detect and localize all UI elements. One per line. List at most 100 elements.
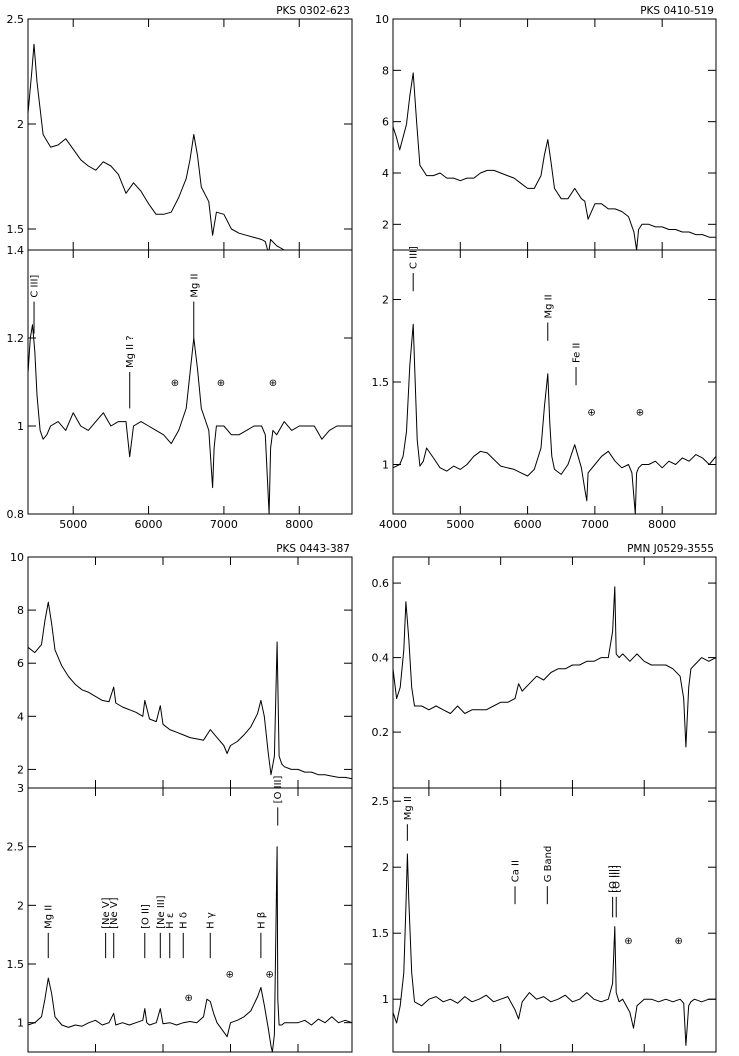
telluric-marker: ⊕ bbox=[624, 936, 632, 947]
spectrum-line bbox=[27, 324, 352, 515]
normalized-panel: 0.8 1 1.2 1.4 C III] Mg II ? Mg II ⊕ ⊕ ⊕ bbox=[7, 244, 353, 521]
telluric-marker: ⊕ bbox=[184, 993, 192, 1004]
y-tick-label: 1.5 bbox=[372, 376, 390, 389]
y-tick-label: 2 bbox=[17, 899, 24, 912]
x-tick-label: 7000 bbox=[210, 518, 238, 531]
line-label: [Ne V] bbox=[101, 897, 112, 929]
y-tick-label: 1.5 bbox=[372, 927, 390, 940]
telluric-marker: ⊕ bbox=[171, 378, 179, 389]
panel-frame bbox=[27, 556, 353, 789]
line-label: H ε bbox=[165, 913, 176, 929]
line-label: [O III] bbox=[612, 865, 623, 893]
line-label: [Ne V] bbox=[109, 897, 120, 929]
y-tick-label: 2.5 bbox=[372, 795, 390, 808]
telluric-marker: ⊕ bbox=[674, 936, 682, 947]
line-label: H β bbox=[256, 912, 267, 929]
x-tick-label: 6000 bbox=[135, 518, 163, 531]
telluric-marker: ⊕ bbox=[265, 969, 273, 980]
x-tick-label: 5000 bbox=[446, 518, 474, 531]
y-tick-label: 0.8 bbox=[7, 508, 25, 521]
y-tick-label: 1 bbox=[382, 993, 389, 1006]
panel-frame bbox=[392, 787, 717, 1053]
spectrum-line bbox=[392, 586, 717, 748]
y-tick-label: 2 bbox=[382, 861, 389, 874]
telluric-marker: ⊕ bbox=[587, 408, 595, 419]
y-tick-label: 0.4 bbox=[372, 652, 390, 665]
chart-title: PKS 0443-387 bbox=[276, 543, 350, 555]
chart-title: PMN J0529-3555 bbox=[627, 543, 714, 555]
line-label: Mg II bbox=[403, 796, 414, 820]
line-label: [O III] bbox=[273, 776, 284, 804]
y-tick-label: 2 bbox=[382, 218, 389, 231]
line-label: Mg II ? bbox=[125, 335, 136, 368]
flux-panel: 2 4 6 8 10 bbox=[10, 551, 353, 789]
flux-panel: 2 4 6 8 10 bbox=[375, 13, 717, 251]
panel-frame bbox=[392, 556, 717, 789]
normalized-panel: 1 1.5 2 2.5 3 Mg II [Ne V][Ne V] [O II] [Ne III]… bbox=[7, 776, 353, 1053]
x-tick-label: 6000 bbox=[514, 518, 542, 531]
y-tick-label: 1 bbox=[17, 1017, 24, 1030]
y-tick-label: 1.4 bbox=[7, 244, 25, 257]
panel-frame bbox=[392, 18, 717, 251]
y-tick-label: 4 bbox=[17, 710, 24, 723]
y-tick-label: 1 bbox=[17, 420, 24, 433]
y-tick-label: 4 bbox=[382, 167, 389, 180]
x-tick-label: 7000 bbox=[581, 518, 609, 531]
y-tick-label: 3 bbox=[17, 782, 24, 795]
x-tick-label: 8000 bbox=[648, 518, 676, 531]
y-tick-label: 1.5 bbox=[7, 223, 25, 236]
chart-title: PKS 0302-623 bbox=[276, 5, 350, 17]
y-tick-label: 0.2 bbox=[372, 726, 390, 739]
x-tick-label: 4000 bbox=[379, 518, 407, 531]
telluric-marker: ⊕ bbox=[226, 969, 234, 980]
y-tick-label: 6 bbox=[382, 116, 389, 129]
telluric-marker: ⊕ bbox=[217, 378, 225, 389]
y-tick-label: 1.5 bbox=[7, 958, 25, 971]
flux-panel: 0.2 0.4 0.6 bbox=[372, 556, 717, 789]
chart-1: PKS 0302-623 1.5 2 2.5 0.8 1 1.2 1.4 C III] Mg II… bbox=[7, 5, 353, 531]
line-label: C III] bbox=[409, 246, 420, 269]
telluric-marker: ⊕ bbox=[269, 378, 277, 389]
spectrum-line bbox=[27, 43, 352, 251]
line-label: Mg II bbox=[543, 294, 554, 318]
spectrum-line bbox=[27, 846, 353, 1053]
line-label: G Band bbox=[543, 846, 554, 883]
y-tick-label: 2 bbox=[17, 763, 24, 776]
y-tick-label: 10 bbox=[375, 13, 389, 26]
x-tick-label: 5000 bbox=[59, 518, 87, 531]
y-tick-label: 2.5 bbox=[7, 13, 25, 26]
line-label: [O III] bbox=[608, 865, 619, 893]
panel-frame bbox=[27, 787, 353, 1053]
y-tick-label: 8 bbox=[382, 64, 389, 77]
chart-title: PKS 0410-519 bbox=[640, 5, 714, 17]
panel-frame bbox=[27, 249, 353, 515]
y-tick-label: 1.2 bbox=[7, 332, 25, 345]
line-label: H δ bbox=[179, 912, 190, 929]
line-label: C III] bbox=[30, 275, 41, 298]
line-label: H γ bbox=[206, 912, 217, 929]
spectrum-line bbox=[392, 853, 716, 1046]
line-label: [Ne III] bbox=[156, 895, 167, 929]
y-tick-label: 10 bbox=[10, 551, 24, 564]
y-tick-label: 8 bbox=[17, 604, 24, 617]
y-tick-label: 6 bbox=[17, 657, 24, 670]
flux-panel: 1.5 2 2.5 bbox=[7, 13, 353, 251]
x-tick-label: 8000 bbox=[285, 518, 313, 531]
line-label: Mg II bbox=[189, 274, 200, 298]
line-label: Ca II bbox=[511, 860, 522, 882]
line-label: Mg II bbox=[44, 905, 55, 929]
telluric-marker: ⊕ bbox=[636, 408, 644, 419]
panel-frame bbox=[392, 249, 717, 515]
spectrum-line bbox=[392, 72, 716, 251]
line-label: Fe II bbox=[572, 343, 583, 363]
y-tick-label: 2.5 bbox=[7, 841, 25, 854]
y-tick-label: 1 bbox=[382, 459, 389, 472]
spectrum-line bbox=[392, 323, 717, 515]
chart-2: PKS 0410-519 2 4 6 8 10 1 1.5 2 C III] Mg II Fe II ⊕… bbox=[372, 5, 717, 531]
spectrum-line bbox=[27, 601, 353, 780]
normalized-panel: 1 1.5 2 C III] Mg II Fe II ⊕ ⊕ bbox=[372, 246, 717, 515]
normalized-panel: 1 1.5 2 2.5 Mg II Ca II G Band [O III][O III] ⊕ ⊕ bbox=[372, 787, 717, 1053]
y-tick-label: 0.6 bbox=[372, 577, 390, 590]
